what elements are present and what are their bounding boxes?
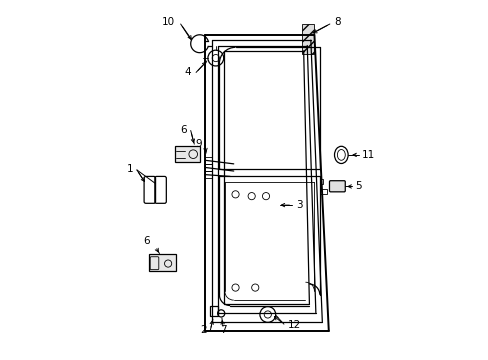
- Bar: [204, 164, 212, 171]
- Text: 6: 6: [180, 125, 187, 135]
- Text: 2: 2: [200, 325, 206, 335]
- Bar: [204, 171, 212, 178]
- Bar: [204, 157, 212, 163]
- Text: 1: 1: [126, 164, 133, 174]
- Bar: [319, 189, 326, 194]
- Text: 4: 4: [183, 67, 190, 77]
- Text: 12: 12: [287, 320, 300, 330]
- Bar: [319, 179, 322, 184]
- Text: 5: 5: [355, 181, 362, 192]
- Bar: [174, 146, 199, 162]
- FancyBboxPatch shape: [329, 181, 345, 192]
- Text: 11: 11: [362, 150, 375, 160]
- Bar: [149, 254, 176, 271]
- Text: 10: 10: [161, 17, 174, 27]
- Text: 7: 7: [219, 325, 226, 335]
- Text: 8: 8: [333, 17, 340, 27]
- Bar: [209, 306, 217, 316]
- Text: 3: 3: [296, 200, 303, 210]
- Text: 9: 9: [195, 139, 202, 149]
- Bar: [301, 24, 314, 54]
- Text: 6: 6: [143, 237, 150, 246]
